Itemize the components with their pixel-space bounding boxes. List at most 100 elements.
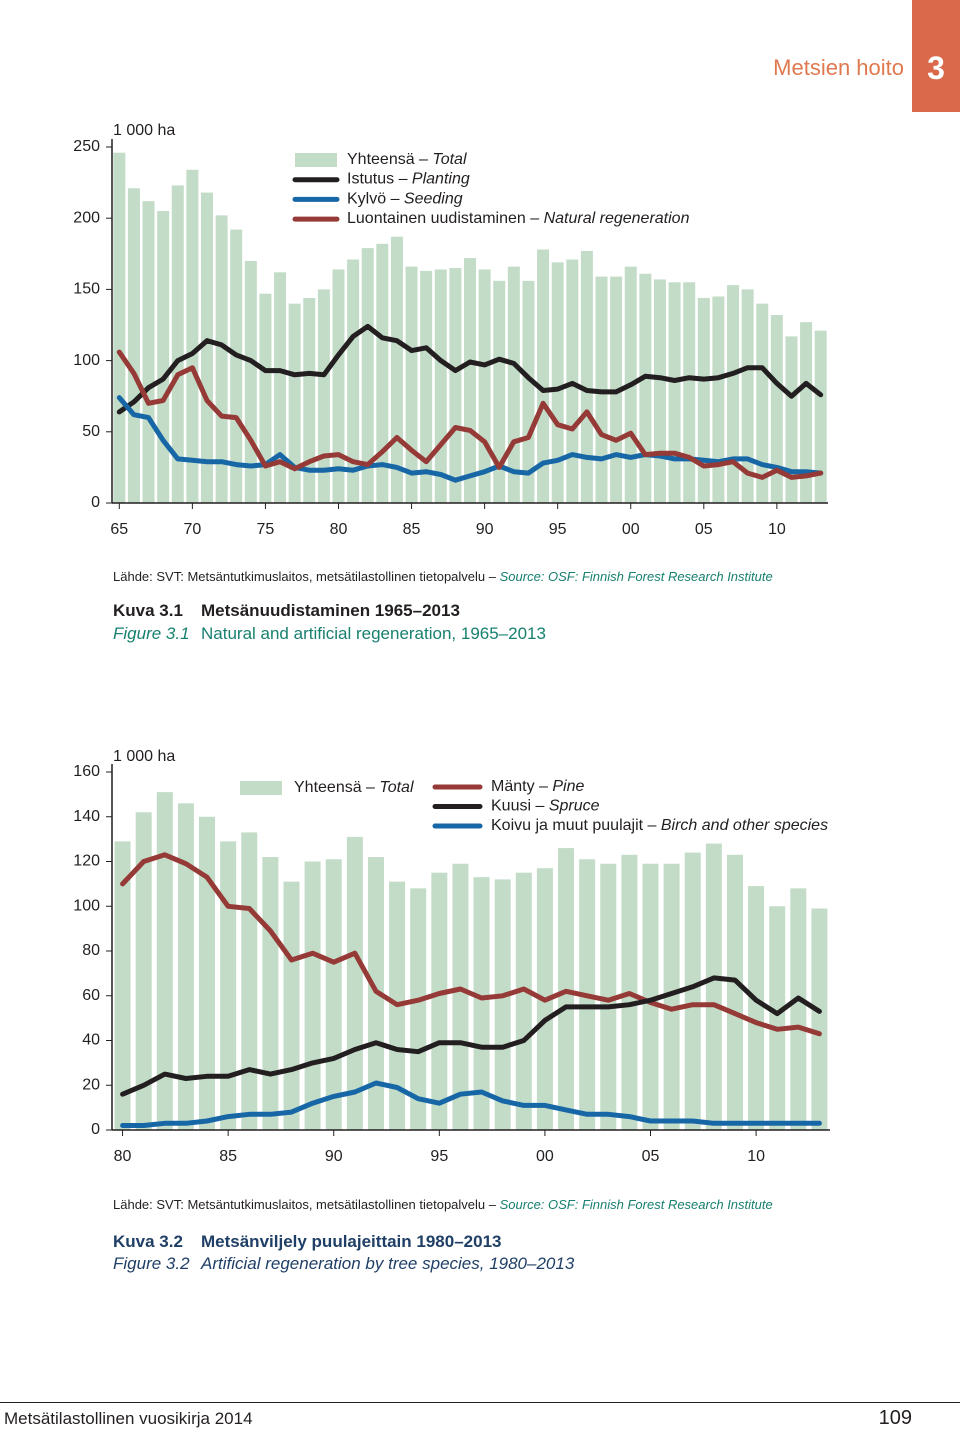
line-series <box>120 1080 822 1128</box>
y-tick-label: 140 <box>73 808 100 825</box>
bar <box>241 832 258 1130</box>
x-tick-label: 10 <box>768 521 786 538</box>
x-tick-label: 80 <box>114 1148 132 1165</box>
bar <box>712 296 725 503</box>
footer-page: 109 <box>878 1407 912 1429</box>
x-tick-label: 75 <box>257 521 275 538</box>
bar <box>663 863 680 1130</box>
bar <box>142 201 155 503</box>
y-tick-label: 120 <box>73 853 100 870</box>
y-tick-label: 150 <box>73 281 100 298</box>
x-tick-label: 85 <box>219 1148 237 1165</box>
y-tick-label: 80 <box>82 942 100 959</box>
bar <box>410 888 427 1130</box>
legend-text-part: Yhteensä – <box>347 151 432 168</box>
bar <box>420 270 433 503</box>
source-fi: Lähde: SVT: Metsäntutkimuslaitos, metsät… <box>113 569 496 584</box>
x-tick-label: 85 <box>403 521 421 538</box>
caption-label: Kuva 3.1 <box>113 601 183 620</box>
bar <box>684 852 701 1130</box>
x-tick-label: 00 <box>622 521 640 538</box>
bar <box>361 248 374 503</box>
bar <box>283 881 300 1130</box>
source-en: Source: OSF: Finnish Forest Research Ins… <box>499 1197 773 1212</box>
bar <box>697 297 710 503</box>
legend-text-part: Kuusi – <box>491 798 549 815</box>
section-box <box>912 0 960 112</box>
bar <box>741 289 754 503</box>
x-tick-label: 65 <box>110 521 128 538</box>
legend-swatch <box>295 153 337 167</box>
bar <box>785 336 798 503</box>
bar <box>464 258 476 503</box>
bar <box>434 269 447 503</box>
bar <box>811 908 828 1130</box>
legend-text: Istutus – Planting <box>347 171 470 188</box>
legend-text-part: Natural regeneration <box>544 210 690 227</box>
caption-title: Metsänviljely puulajeittain 1980–2013 <box>201 1232 502 1251</box>
caption-label-en: Figure 3.2 <box>113 1254 190 1273</box>
bar <box>390 236 403 503</box>
bar <box>683 282 696 503</box>
x-tick-label: 05 <box>642 1148 660 1165</box>
legend-text: Luontainen uudistaminen – Natural regene… <box>347 210 690 227</box>
legend-text: Kylvö – Seeding <box>347 191 463 208</box>
bar <box>262 857 279 1130</box>
bar <box>756 303 769 503</box>
bar <box>230 229 243 504</box>
caption-en: Figure 3.1 Natural and artificial regener… <box>113 624 546 644</box>
bar <box>814 330 827 503</box>
y-tick-label: 160 <box>73 763 100 780</box>
bar <box>199 816 216 1130</box>
legend-text-part: Pine <box>552 778 584 795</box>
y-tick-label: 50 <box>82 423 100 440</box>
source: Lähde: SVT: Metsäntutkimuslaitos, metsät… <box>113 1197 773 1212</box>
y-tick-label: 0 <box>91 1121 100 1138</box>
bar <box>127 188 140 503</box>
footer-publication: Metsätilastollinen vuosikirja 2014 <box>4 1409 253 1428</box>
bar <box>157 211 170 503</box>
section-title: Metsien hoito <box>773 55 904 80</box>
bar <box>726 854 743 1130</box>
bar <box>304 861 321 1130</box>
bar <box>186 169 199 503</box>
y-tick-label: 20 <box>82 1076 100 1093</box>
legend-text-part: Planting <box>412 171 470 188</box>
source: Lähde: SVT: Metsäntutkimuslaitos, metsät… <box>113 569 773 584</box>
legend-text: Yhteensä – Total <box>347 151 467 168</box>
footer-rule <box>0 1402 960 1403</box>
bar <box>551 262 564 503</box>
caption-title: Metsänuudistaminen 1965–2013 <box>201 601 460 620</box>
bar <box>790 888 807 1130</box>
bar <box>705 843 722 1130</box>
bar <box>376 243 389 503</box>
bar <box>727 285 740 503</box>
caption: Kuva 3.1 Metsänuudistaminen 1965–2013 <box>113 601 460 621</box>
bar <box>800 322 813 503</box>
legend-text-part: Total <box>432 151 467 168</box>
legend-text-part: Koivu ja muut puulajit – <box>491 817 661 834</box>
bar <box>748 886 765 1130</box>
x-tick-label: 05 <box>695 521 713 538</box>
line-series <box>116 323 824 415</box>
bar <box>171 185 184 503</box>
unit-label: 1 000 ha <box>113 122 175 139</box>
caption-title-en: Artificial regeneration by tree species,… <box>201 1254 575 1273</box>
line-series <box>116 349 824 480</box>
bar <box>494 879 511 1130</box>
x-tick-label: 00 <box>536 1148 554 1165</box>
legend-text-part: Birch and other species <box>661 817 828 834</box>
x-tick-label: 95 <box>549 521 567 538</box>
legend-text-part: Istutus – <box>347 171 412 188</box>
legend-text-part: Total <box>379 779 414 796</box>
legend-text: Koivu ja muut puulajit – Birch and other… <box>491 817 828 834</box>
bar <box>639 273 652 503</box>
bar <box>317 289 330 503</box>
bar <box>770 315 783 503</box>
legend-text: Mänty – Pine <box>491 778 584 795</box>
x-tick-label: 90 <box>325 1148 343 1165</box>
legend-text: Yhteensä – Total <box>294 779 414 796</box>
bar <box>215 215 228 504</box>
bar <box>135 812 152 1130</box>
